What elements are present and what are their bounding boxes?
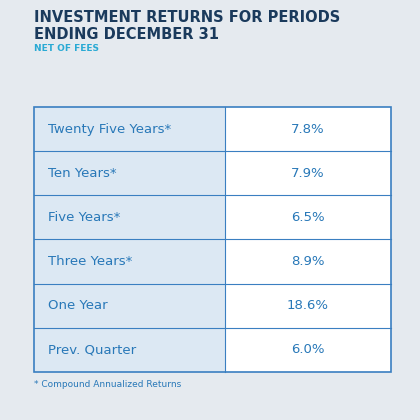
Bar: [34, 151, 225, 195]
Bar: [225, 284, 391, 328]
Text: Five Years*: Five Years*: [48, 211, 121, 224]
Bar: [225, 151, 391, 195]
Text: 7.9%: 7.9%: [291, 167, 325, 180]
Text: INVESTMENT RETURNS FOR PERIODS: INVESTMENT RETURNS FOR PERIODS: [34, 10, 340, 26]
Text: 6.5%: 6.5%: [291, 211, 325, 224]
Bar: [34, 195, 225, 239]
Bar: [34, 107, 225, 151]
Text: NET OF FEES: NET OF FEES: [34, 44, 99, 53]
Bar: [225, 195, 391, 239]
Bar: [34, 328, 225, 372]
Text: Ten Years*: Ten Years*: [48, 167, 117, 180]
Bar: [225, 328, 391, 372]
Text: Twenty Five Years*: Twenty Five Years*: [48, 123, 171, 136]
Bar: [34, 284, 225, 328]
Text: One Year: One Year: [48, 299, 108, 312]
Text: ENDING DECEMBER 31: ENDING DECEMBER 31: [34, 27, 218, 42]
Text: Prev. Quarter: Prev. Quarter: [48, 343, 136, 356]
Text: 18.6%: 18.6%: [287, 299, 329, 312]
Text: * Compound Annualized Returns: * Compound Annualized Returns: [34, 380, 181, 389]
Text: 8.9%: 8.9%: [291, 255, 324, 268]
Bar: [34, 107, 391, 372]
Text: Three Years*: Three Years*: [48, 255, 133, 268]
Bar: [34, 239, 225, 284]
Bar: [225, 107, 391, 151]
Text: 7.8%: 7.8%: [291, 123, 325, 136]
Text: 6.0%: 6.0%: [291, 343, 324, 356]
Bar: [225, 239, 391, 284]
